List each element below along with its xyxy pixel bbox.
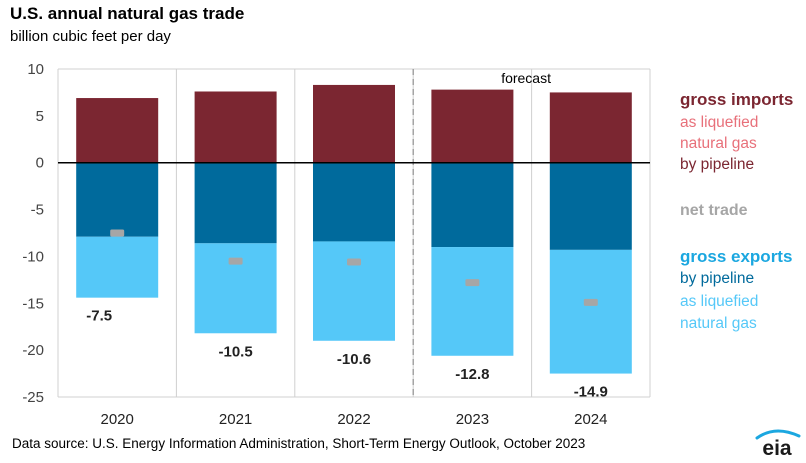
- y-tick-label: -20: [22, 342, 44, 359]
- bar-2023-series-3: [431, 247, 514, 356]
- data-label-2024: -14.9: [574, 384, 608, 401]
- y-tick-label: 0: [36, 155, 44, 172]
- data-label-2020: -7.5: [86, 308, 112, 325]
- y-tick-label: -15: [22, 295, 44, 312]
- bar-2022-series-2: [313, 162, 395, 242]
- net-trade-marker-2023: [465, 279, 480, 287]
- bar-2020-series-2: [76, 162, 159, 237]
- bar-2024-series-2: [549, 162, 632, 250]
- bar-2023-series-0: [431, 89, 514, 163]
- bar-2022-series-0: [313, 84, 395, 163]
- x-tick-label: 2020: [101, 411, 134, 428]
- bar-2020-series-3: [76, 236, 159, 298]
- net-trade-marker-2021: [228, 257, 243, 265]
- data-label-2021: -10.5: [218, 343, 252, 360]
- bar-2024-series-0: [549, 92, 632, 163]
- y-tick-label: -25: [22, 389, 44, 406]
- data-label-2023: -12.8: [455, 366, 489, 383]
- source-note: Data source: U.S. Energy Information Adm…: [12, 436, 586, 451]
- legend-imports-lng-2: natural gas: [680, 135, 757, 152]
- legend-imports-lng: as liquefied: [680, 114, 759, 131]
- bar-2021-series-0: [194, 91, 277, 163]
- x-tick-label: 2021: [219, 411, 252, 428]
- data-label-2022: -10.6: [337, 351, 371, 368]
- x-tick-label: 2024: [574, 411, 607, 428]
- y-tick-label: -5: [31, 202, 44, 219]
- eia-logo-text: eia: [762, 437, 792, 459]
- legend-exports-lng-2: natural gas: [680, 315, 757, 332]
- legend-imports-header: gross imports: [680, 90, 794, 109]
- x-tick-label: 2022: [337, 411, 370, 428]
- net-trade-marker-2022: [347, 258, 361, 266]
- chart-title: U.S. annual natural gas trade: [10, 4, 245, 23]
- forecast-label: forecast: [501, 70, 551, 86]
- chart-subtitle: billion cubic feet per day: [10, 28, 171, 45]
- bar-2024-series-3: [549, 249, 632, 374]
- y-tick-label: 10: [27, 61, 44, 78]
- net-trade-marker-2020: [110, 229, 125, 237]
- y-tick-label: -10: [22, 248, 44, 265]
- legend-net-trade: net trade: [680, 202, 748, 219]
- y-tick-label: 5: [36, 108, 44, 125]
- legend-exports-pipeline: by pipeline: [680, 270, 755, 287]
- bar-2021-series-2: [194, 162, 277, 244]
- bar-2021-series-3: [194, 243, 277, 334]
- bar-2023-series-2: [431, 162, 514, 248]
- x-tick-label: 2023: [456, 411, 489, 428]
- legend-exports-lng: as liquefied: [680, 293, 759, 310]
- legend-imports-pipeline: by pipeline: [680, 156, 755, 173]
- net-trade-marker-2024: [583, 298, 598, 306]
- legend-exports-header: gross exports: [680, 247, 793, 266]
- eia-logo: eia: [755, 429, 801, 459]
- bar-2020-series-0: [76, 98, 159, 163]
- bar-2022-series-3: [313, 241, 395, 341]
